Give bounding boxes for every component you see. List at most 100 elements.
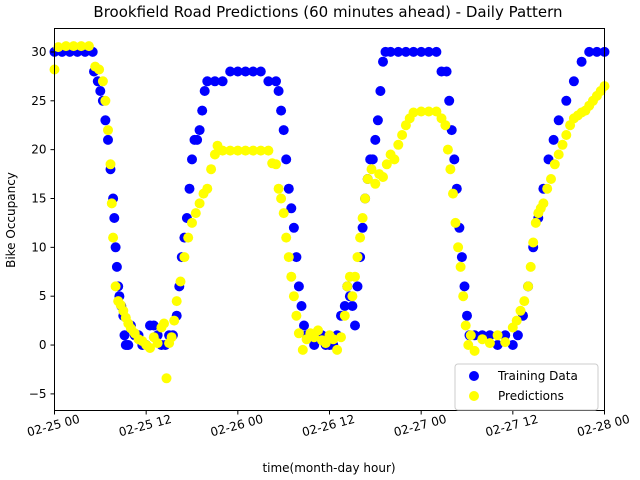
point-predictions xyxy=(291,310,302,321)
point-predictions xyxy=(100,95,111,106)
legend: Training Data Predictions xyxy=(454,363,599,411)
point-predictions xyxy=(370,178,381,189)
point-training-data xyxy=(217,76,228,87)
point-predictions xyxy=(281,232,292,243)
point-predictions xyxy=(273,183,284,194)
point-predictions xyxy=(263,145,274,156)
legend-box xyxy=(454,363,599,411)
point-predictions xyxy=(339,310,350,321)
point-training-data xyxy=(263,76,274,87)
legend-label-training-data: Training Data xyxy=(497,369,578,383)
point-predictions xyxy=(106,198,117,209)
scatter-points xyxy=(49,41,610,384)
point-predictions xyxy=(352,252,363,263)
point-predictions xyxy=(469,345,480,356)
point-predictions xyxy=(217,145,228,156)
point-predictions xyxy=(288,291,299,302)
y-tick-label: 20 xyxy=(31,143,46,157)
point-predictions xyxy=(431,106,442,117)
point-training-data xyxy=(350,320,360,331)
point-predictions xyxy=(525,261,536,272)
point-training-data xyxy=(416,46,427,57)
point-training-data xyxy=(202,76,213,87)
point-predictions xyxy=(360,193,371,204)
y-tick-label: 15 xyxy=(31,191,46,205)
point-predictions xyxy=(202,183,213,194)
point-predictions xyxy=(161,373,172,384)
point-training-data xyxy=(95,86,106,96)
point-training-data xyxy=(352,281,363,292)
point-training-data xyxy=(507,340,518,350)
point-predictions xyxy=(423,106,434,117)
point-predictions xyxy=(465,330,476,341)
point-predictions xyxy=(332,344,343,355)
point-training-data xyxy=(209,76,220,87)
y-axis-label: Bike Occupancy xyxy=(4,172,18,268)
y-tick-label: 25 xyxy=(31,94,46,108)
point-training-data xyxy=(456,252,467,263)
point-predictions xyxy=(477,334,488,345)
point-predictions xyxy=(357,213,368,223)
legend-marker-predictions xyxy=(469,391,479,401)
point-predictions xyxy=(362,174,373,184)
point-training-data xyxy=(293,281,304,292)
point-training-data xyxy=(385,46,396,57)
y-tick-label: 10 xyxy=(31,240,46,254)
point-predictions xyxy=(397,130,408,140)
point-predictions xyxy=(546,174,556,184)
point-training-data xyxy=(283,183,294,194)
point-training-data xyxy=(273,86,284,96)
point-predictions xyxy=(492,330,503,341)
point-training-data xyxy=(109,213,120,223)
point-training-data xyxy=(299,320,309,331)
point-training-data xyxy=(441,66,452,77)
point-predictions xyxy=(484,338,495,349)
legend-marker-training-data xyxy=(469,371,479,381)
y-tick-label: −5 xyxy=(29,387,47,401)
point-predictions xyxy=(458,291,469,302)
point-predictions xyxy=(276,193,287,204)
point-training-data xyxy=(111,261,122,272)
point-training-data xyxy=(372,115,383,126)
point-training-data xyxy=(110,242,121,253)
point-training-data xyxy=(291,252,302,263)
point-training-data xyxy=(199,86,210,96)
point-training-data xyxy=(119,330,130,341)
point-training-data xyxy=(281,154,292,165)
point-training-data xyxy=(400,46,411,57)
point-training-data xyxy=(197,105,208,116)
y-tick-label: 0 xyxy=(39,338,47,352)
point-training-data xyxy=(255,66,266,77)
point-training-data xyxy=(184,183,195,194)
point-training-data xyxy=(548,134,559,145)
point-training-data xyxy=(232,66,243,77)
point-predictions xyxy=(528,237,539,248)
point-predictions xyxy=(293,328,304,339)
point-predictions xyxy=(209,149,220,160)
point-predictions xyxy=(515,305,526,316)
point-predictions xyxy=(342,281,353,292)
point-predictions xyxy=(561,130,572,140)
point-predictions xyxy=(336,332,346,343)
point-training-data xyxy=(276,105,287,116)
point-predictions xyxy=(313,325,323,336)
point-predictions xyxy=(248,145,259,156)
point-predictions xyxy=(455,261,466,272)
point-predictions xyxy=(445,164,456,175)
point-training-data xyxy=(492,340,503,350)
point-predictions xyxy=(232,145,243,156)
point-predictions xyxy=(53,42,64,53)
point-training-data xyxy=(553,115,564,126)
point-predictions xyxy=(187,217,197,228)
point-training-data xyxy=(225,66,236,77)
point-predictions xyxy=(408,107,419,118)
point-training-data xyxy=(370,134,381,145)
y-axis-ticks: −5 0 5 10 15 20 25 30 xyxy=(29,45,55,401)
point-predictions xyxy=(68,41,79,52)
point-predictions xyxy=(350,271,360,282)
point-predictions xyxy=(463,340,474,350)
point-training-data xyxy=(286,203,297,214)
point-predictions xyxy=(283,252,294,263)
point-predictions xyxy=(519,296,530,307)
